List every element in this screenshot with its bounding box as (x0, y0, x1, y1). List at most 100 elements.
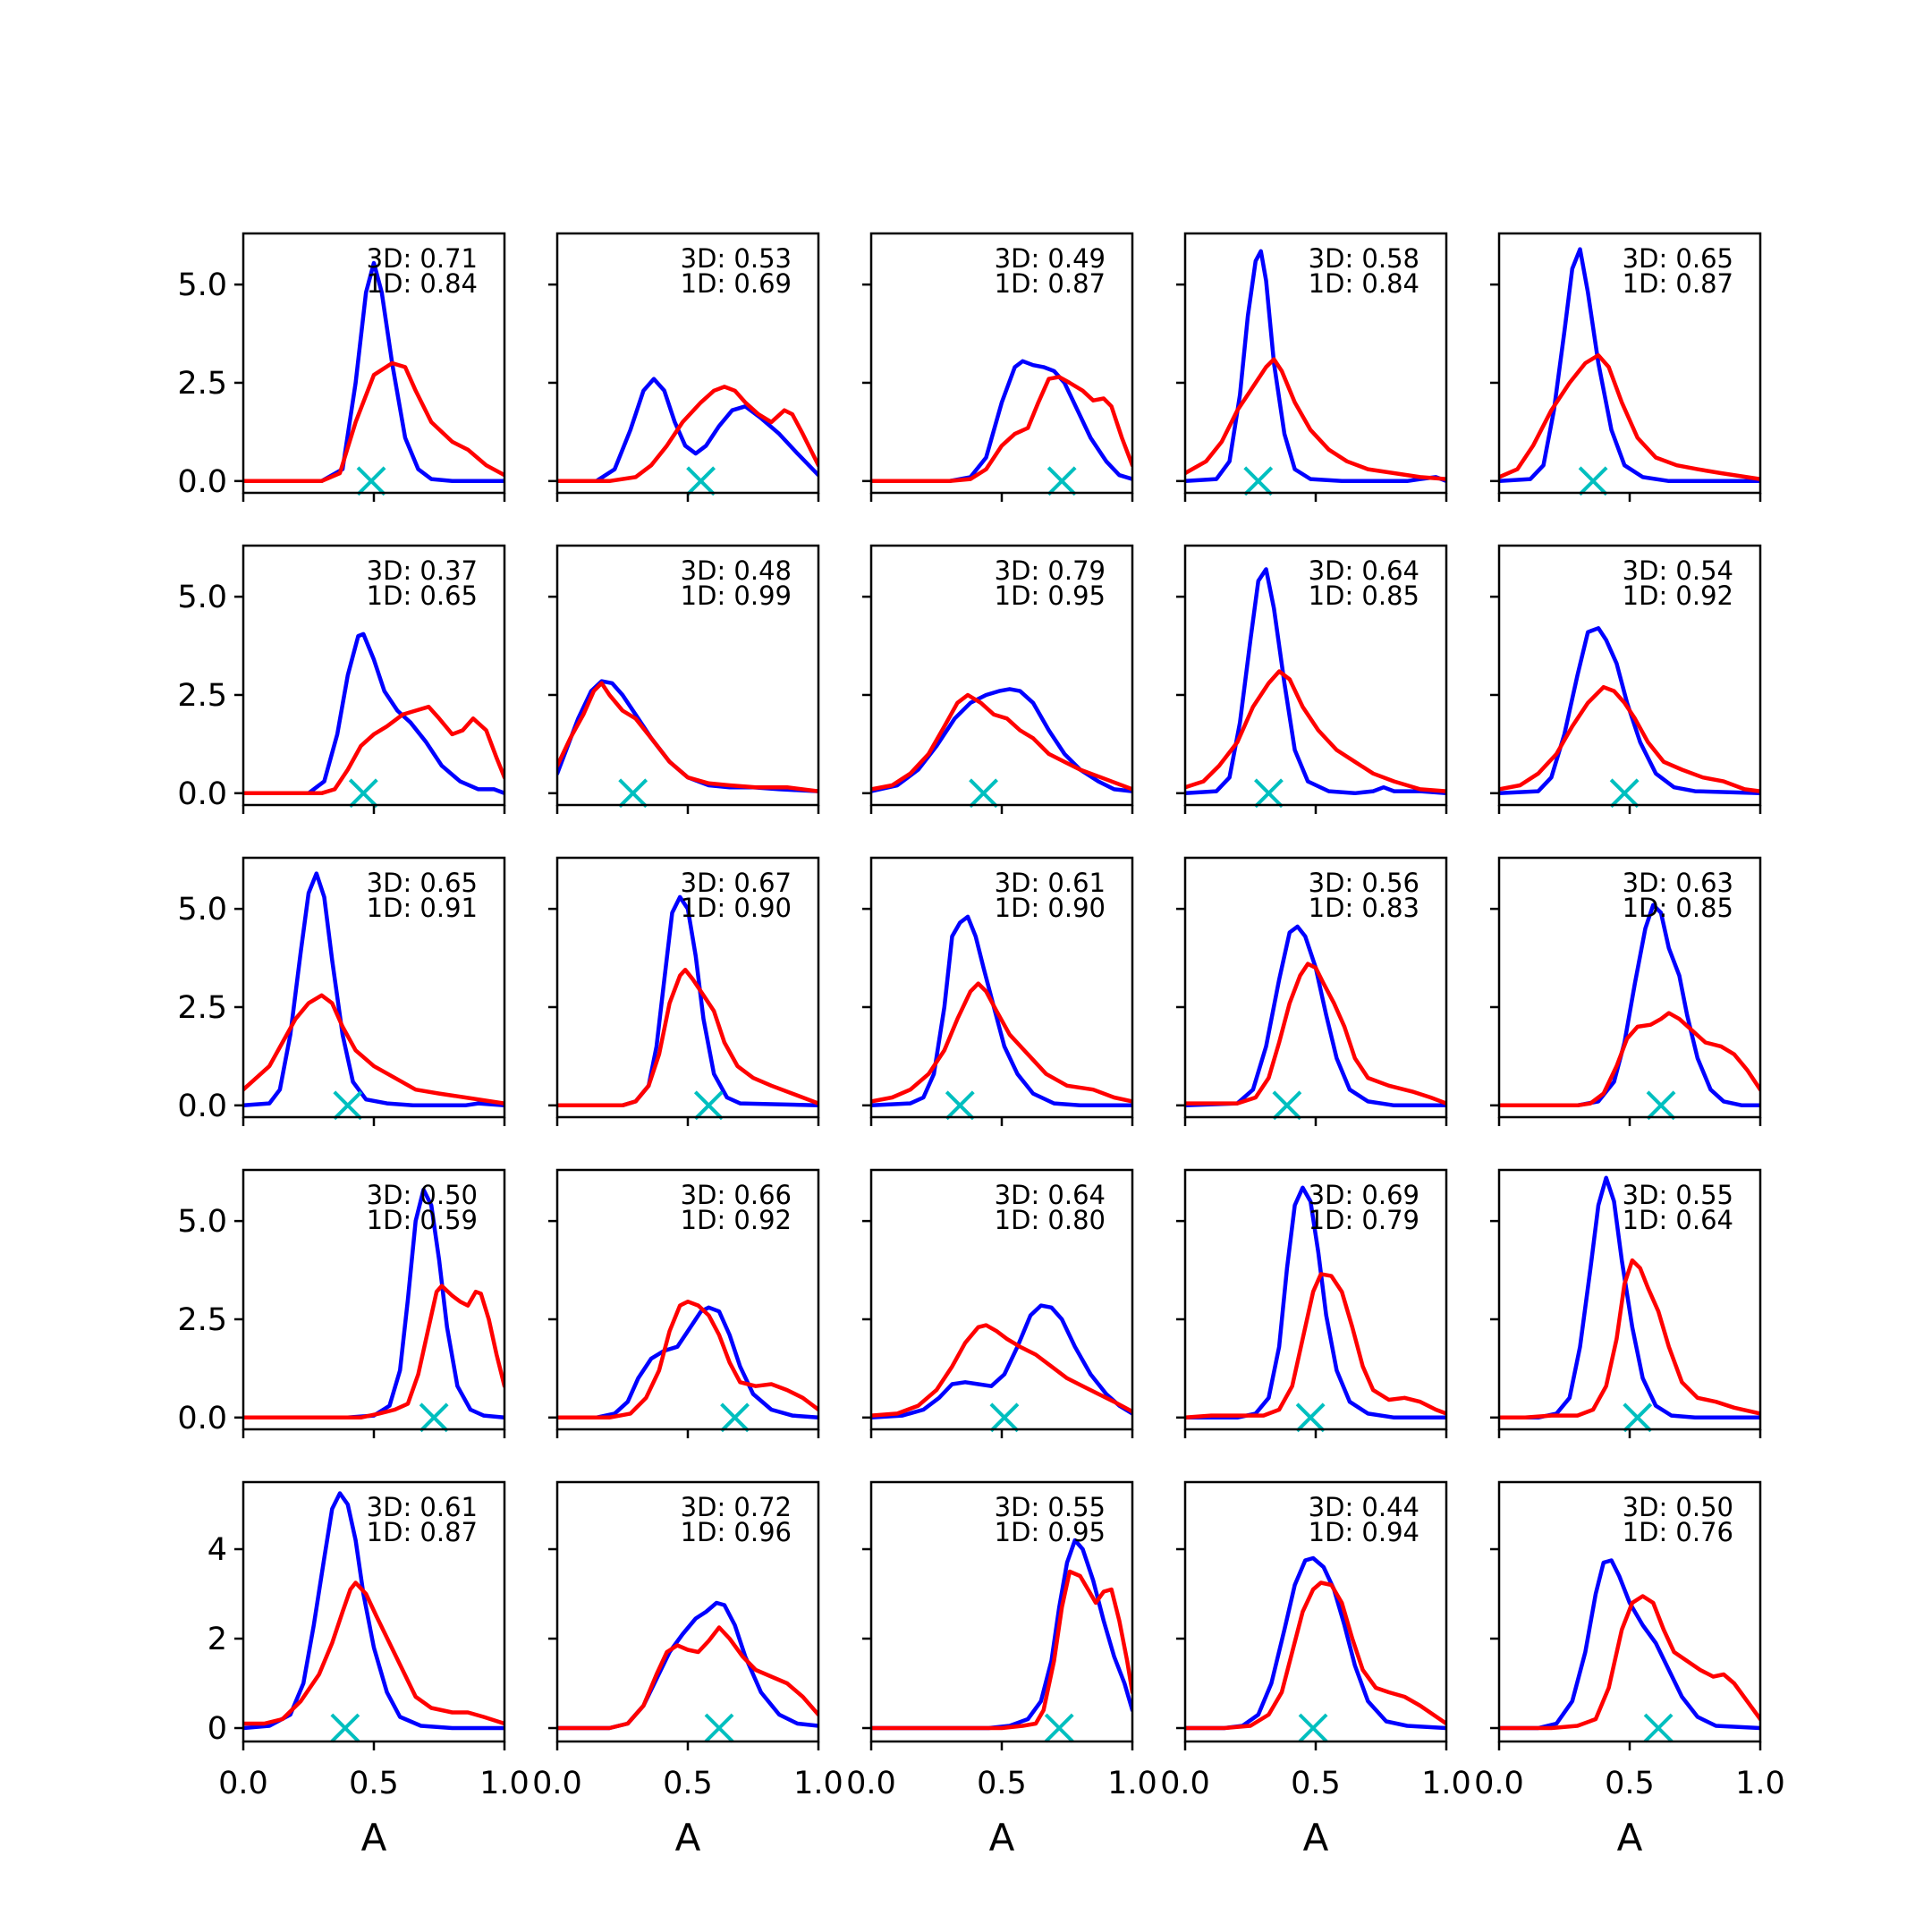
annotation-3d: 3D: 0.63 (1623, 868, 1733, 898)
series-1d-line (243, 1580, 504, 1726)
series-3d-line (557, 679, 818, 793)
annotation-1d: 1D: 0.83 (1309, 893, 1419, 923)
y-tick-label: 5.0 (177, 580, 227, 615)
marker-x (989, 1402, 1020, 1433)
series-1d-line (871, 692, 1132, 792)
marker-x (686, 466, 716, 496)
marker-x (693, 1090, 724, 1121)
annotation-1d: 1D: 0.85 (1309, 580, 1419, 611)
y-tick-label: 5.0 (177, 267, 227, 303)
x-tick-label: 1.0 (793, 1766, 843, 1801)
annotation-3d: 3D: 0.65 (1623, 243, 1733, 274)
annotation-1d: 1D: 0.80 (995, 1205, 1106, 1235)
marker-x (969, 778, 998, 809)
annotation-3d: 3D: 0.64 (1309, 555, 1419, 586)
series-1d-line (557, 385, 818, 484)
annotation-1d: 1D: 0.87 (1623, 268, 1733, 299)
series-3d-line (243, 1491, 504, 1731)
marker-x (704, 1713, 734, 1743)
series-3d-line (871, 359, 1132, 484)
series-1d-line (1499, 1011, 1760, 1108)
annotation-1d: 1D: 0.69 (681, 268, 792, 299)
x-tick-label: 0.5 (349, 1766, 399, 1801)
annotation-3d: 3D: 0.65 (367, 868, 478, 898)
annotation-3d: 3D: 0.54 (1623, 555, 1733, 586)
x-tick-label: 0.5 (663, 1766, 713, 1801)
x-tick-label: 0.0 (846, 1766, 896, 1801)
series-1d-line (243, 993, 504, 1106)
series-3d-line (1185, 567, 1446, 796)
series-1d-line (1499, 1258, 1760, 1420)
marker-x (1254, 778, 1284, 809)
annotation-1d: 1D: 0.95 (995, 580, 1106, 611)
series-1d-line (243, 1284, 504, 1420)
series-3d-line (557, 1305, 818, 1420)
marker-x (1046, 466, 1077, 496)
marker-x (1044, 1713, 1074, 1743)
annotation-3d: 3D: 0.55 (1623, 1180, 1733, 1210)
series-1d-line (557, 1625, 818, 1731)
y-tick-label: 5.0 (177, 892, 227, 928)
annotation-1d: 1D: 0.87 (995, 268, 1106, 299)
x-axis-label: A (989, 1816, 1015, 1860)
annotation-1d: 1D: 0.87 (367, 1517, 478, 1547)
y-tick-label: 5.0 (177, 1204, 227, 1240)
series-1d-line (871, 375, 1132, 484)
series-1d-line (557, 1299, 818, 1420)
annotation-1d: 1D: 0.64 (1623, 1205, 1733, 1235)
series-3d-line (1185, 249, 1446, 484)
series-1d-line (871, 981, 1132, 1104)
series-1d-line (1185, 669, 1446, 793)
annotation-1d: 1D: 0.92 (681, 1205, 792, 1235)
annotation-1d: 1D: 0.79 (1309, 1205, 1419, 1235)
x-tick-label: 0.0 (1160, 1766, 1210, 1801)
x-tick-label: 1.0 (1421, 1766, 1471, 1801)
marker-x (1295, 1402, 1326, 1433)
series-3d-line (1499, 626, 1760, 796)
annotation-3d: 3D: 0.67 (681, 868, 792, 898)
series-1d-line (243, 360, 504, 484)
series-3d-line (1185, 1185, 1446, 1420)
series-1d-line (243, 704, 504, 796)
series-3d-line (557, 377, 818, 484)
y-tick-label: 0.0 (177, 464, 227, 500)
annotation-1d: 1D: 0.94 (1309, 1517, 1419, 1547)
series-3d-line (243, 631, 504, 796)
annotation-3d: 3D: 0.48 (681, 555, 792, 586)
annotation-3d: 3D: 0.55 (995, 1492, 1106, 1522)
series-3d-line (871, 1538, 1132, 1731)
annotation-1d: 1D: 0.91 (367, 893, 478, 923)
x-axis-label: A (361, 1816, 387, 1860)
annotation-1d: 1D: 0.59 (367, 1205, 478, 1235)
x-tick-label: 0.0 (1474, 1766, 1524, 1801)
series-3d-line (1499, 1558, 1760, 1731)
series-1d-line (1499, 1594, 1760, 1731)
marker-x (1643, 1713, 1674, 1743)
annotation-1d: 1D: 0.85 (1623, 893, 1733, 923)
x-tick-label: 0.0 (218, 1766, 268, 1801)
marker-x (333, 1090, 363, 1121)
annotation-3d: 3D: 0.53 (681, 243, 792, 274)
annotation-3d: 3D: 0.72 (681, 1492, 792, 1522)
series-3d-line (1499, 247, 1760, 484)
marker-x (945, 1090, 975, 1121)
series-3d-line (1499, 902, 1760, 1108)
annotation-3d: 3D: 0.50 (1623, 1492, 1733, 1522)
series-3d-line (1185, 1555, 1446, 1731)
marker-x (330, 1713, 360, 1743)
marker-x (1578, 466, 1608, 496)
y-tick-label: 2.5 (177, 990, 227, 1026)
annotation-3d: 3D: 0.50 (367, 1180, 478, 1210)
